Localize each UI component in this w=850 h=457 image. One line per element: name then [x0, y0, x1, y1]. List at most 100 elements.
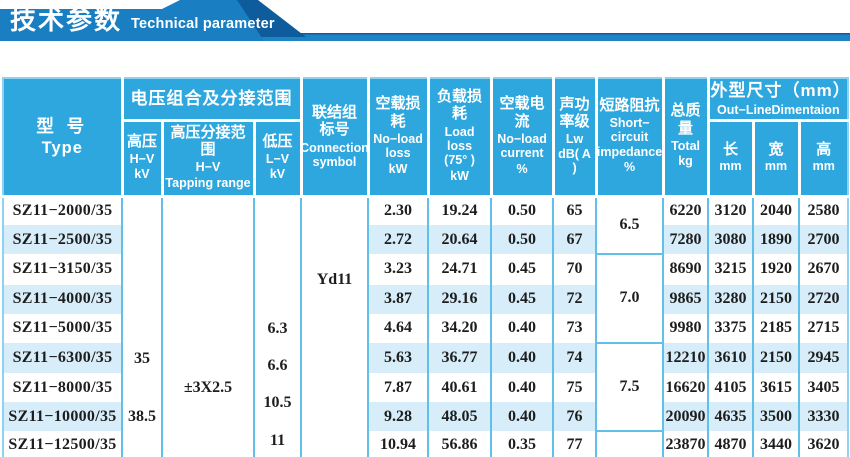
cell-total-mass: 8690: [663, 254, 710, 285]
header-total-unit: kg: [678, 154, 693, 169]
header-height-zh: 高: [816, 140, 832, 158]
cell-load-loss: 40.61: [428, 373, 493, 403]
cell-total-mass: 9980: [663, 313, 710, 343]
cell-sound-level: 72: [553, 284, 598, 314]
header-type-zh: 型 号: [36, 115, 89, 136]
technical-parameter-table: 型 号 Type 电压组合及分接范围 联结组 标号 Connection sym…: [2, 77, 850, 457]
cell-width: 2150: [753, 284, 801, 314]
cell-length: 3610: [708, 342, 755, 374]
header-lv-zh: 低压: [262, 132, 293, 150]
cell-hv-merged-value: 35: [134, 349, 150, 367]
cell-height: 2715: [807, 319, 840, 337]
header-impedance-zh: 短路阻抗: [599, 96, 660, 114]
cell-tapping-merged-value: ±3X2.5: [183, 378, 233, 396]
cell-noload-loss: 5.63: [368, 342, 430, 374]
table-row: SZ11−10000/35 9.28 48.05 0.40 76 20090 4635 350…: [3, 402, 849, 432]
header-hv: 高压 H−V kV: [122, 118, 164, 198]
header-load-unit: kW: [450, 168, 469, 183]
header-length-unit: mm: [719, 158, 742, 173]
cell-tapping-merged: ±3X2.5: [162, 196, 255, 457]
header-lw-zh: 声功 率级: [559, 95, 590, 130]
cell-sound-level: 76: [553, 402, 598, 432]
cell-noload-current: 0.40: [491, 373, 555, 403]
header-noload-loss: 空载损耗 No−load loss kW: [366, 78, 430, 198]
cell-load-loss: 56.86: [428, 431, 493, 457]
header-hv-unit: kV: [134, 167, 150, 182]
cell-width: 1890: [753, 225, 801, 255]
header-noload-current: 空载电流 No−load current %: [489, 78, 555, 198]
cell-load-loss: 24.71: [428, 254, 493, 285]
table-header: 型 号 Type 电压组合及分接范围 联结组 标号 Connection sym…: [3, 78, 850, 198]
header-lv-unit: kV: [269, 167, 286, 182]
cell-noload-loss: 2.72: [368, 225, 430, 255]
header-impedance: 短路阻抗 Short− circuit impedance %: [594, 78, 665, 198]
cell-connection-merged-value: Yd11: [316, 270, 353, 288]
header-hv-en: H−V: [129, 151, 155, 166]
header-sound-level: 声功 率级 Lw dB( A ): [551, 78, 598, 198]
cell-load-loss: 29.16: [428, 284, 493, 314]
banner-title-en: Technical parameter: [131, 16, 275, 32]
cell-length: 4870: [708, 431, 755, 457]
table-row: SZ11−6300/35 5.63 36.77 0.40 74 7.5 12210 3610 2…: [3, 342, 849, 433]
cell-connection-merged: Yd11: [301, 196, 370, 457]
header-length: 长 mm: [706, 118, 755, 198]
cell-width: 3500: [753, 402, 801, 432]
header-total-zh: 总质 量: [670, 102, 701, 137]
cell-length: 3280: [708, 284, 755, 314]
header-connection-zh: 联结组 标号: [312, 104, 358, 139]
cell-hv-merged-value: 38.5: [128, 407, 156, 425]
cell-lv-merged: 6.3 6.6 10.5 11: [254, 196, 303, 457]
header-load-loss: 负载损耗 Load loss (75° ) kW: [426, 78, 493, 198]
header-noload-zh: 空载损耗: [375, 95, 421, 130]
cell-length: 3080: [708, 225, 755, 255]
cell-noload-current: 0.40: [491, 402, 555, 432]
cell-width: 2185: [753, 313, 801, 343]
cell-total-mass: 23870: [663, 431, 710, 457]
header-noload-unit: kW: [388, 161, 408, 176]
cell-noload-current: 0.40: [491, 342, 555, 374]
cell-noload-current: 0.35: [491, 431, 555, 457]
header-dimensions-group: 外型尺寸（mm） Out−LineDimentaion: [706, 78, 850, 122]
cell-sound-level: 73: [553, 313, 598, 343]
cell-load-loss: 36.77: [428, 342, 493, 374]
header-lv-en: L−V: [265, 151, 290, 166]
cell-impedance: 6.5: [596, 196, 665, 256]
cell-noload-loss: 3.23: [368, 254, 430, 285]
cell-height: 2580: [807, 202, 840, 220]
cell-model: SZ11−2000/35: [3, 196, 123, 226]
cell-model: SZ11−4000/35: [3, 284, 123, 314]
cell-length: 4635: [708, 402, 755, 432]
header-impedance-unit: %: [623, 160, 636, 175]
cell-height: 3620: [807, 435, 840, 453]
cell-sound-level: 77: [553, 431, 598, 457]
table-row: SZ11−5000/35 4.64 34.20 0.40 73 9980 3375 2185 2…: [3, 313, 848, 343]
header-impedance-en: Short− circuit impedance: [596, 115, 663, 159]
header-height-unit: mm: [812, 158, 835, 173]
table-row: SZ11−4000/35 3.87 29.16 0.45 72 9865 3280 2150 2…: [3, 284, 849, 314]
cell-sound-level: 67: [553, 225, 598, 255]
header-load-en: Load loss (75° ): [444, 124, 475, 168]
banner-title-zh: 技术参数: [10, 5, 123, 35]
header-current-unit: %: [516, 161, 528, 176]
header-connection: 联结组 标号 Connection symbol: [299, 78, 370, 198]
header-tap-zh: 高压分接范围: [170, 123, 246, 159]
table-row: SZ11−2500/35 2.72 20.64 0.50 67 7280 3080 1890 2…: [3, 225, 849, 255]
cell-total-mass: 6220: [663, 196, 710, 226]
cell-length: 4105: [708, 373, 755, 403]
page-banner: 技术参数 Technical parameter: [0, 0, 850, 43]
cell-noload-current: 0.40: [491, 313, 555, 343]
cell-lv-merged-value: 6.3: [267, 319, 288, 337]
header-hv-zh: 高压: [126, 132, 157, 150]
cell-noload-loss: 9.28: [368, 402, 430, 432]
header-noload-en: No−load loss: [373, 131, 423, 161]
cell-width: 2040: [753, 196, 801, 226]
cell-model: SZ11−12500/35: [3, 431, 123, 457]
cell-width: 3615: [753, 373, 801, 403]
cell-impedance: [596, 431, 665, 457]
cell-lv-merged-value: 6.6: [267, 356, 288, 374]
header-lv: 低压 L−V kV: [252, 118, 303, 198]
cell-lv-merged-value: 10.5: [263, 393, 292, 411]
header-voltage-group-title: 电压组合及分接范围: [130, 88, 293, 108]
table-row: SZ11−12500/35 10.94 56.86 0.35 77 23870 4870 34…: [3, 431, 848, 457]
banner-ribbon-graphic: [0, 0, 850, 41]
